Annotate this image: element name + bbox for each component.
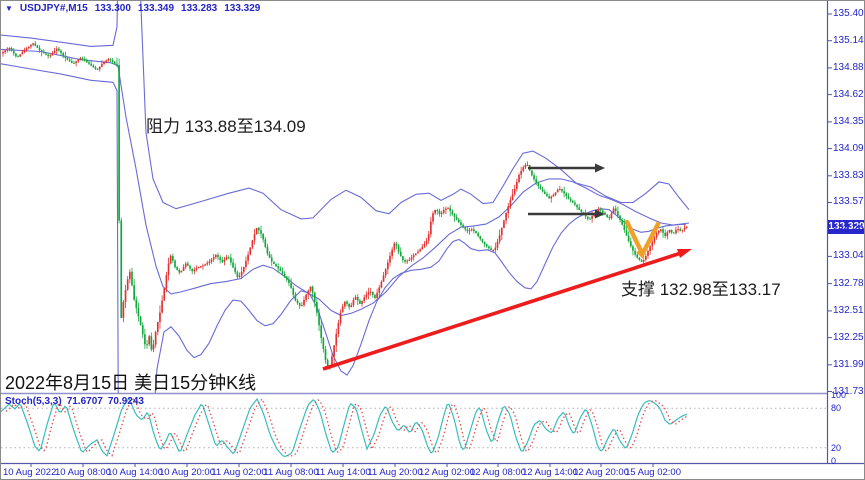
time-tick-label: 12 Aug 20:00: [573, 467, 629, 478]
price-tick-label: 134.355: [833, 116, 864, 127]
check-mark-left-stroke[interactable]: [624, 219, 644, 254]
ohlc-close-value: 133.329: [224, 3, 261, 14]
price-tick-label: 133.305: [833, 224, 864, 235]
time-tick-label: 10 Aug 2022: [3, 467, 57, 478]
trendline-arrowhead-icon: [677, 249, 692, 258]
check-mark-arrowhead-icon: [636, 248, 645, 260]
collapse-chevron-icon[interactable]: ▼: [5, 4, 13, 13]
date-annotation: 2022年8月15日 美日15分钟K线: [5, 373, 257, 393]
price-tick-label: 133.830: [833, 170, 864, 181]
support-trendline[interactable]: [322, 251, 682, 371]
time-tick-label: 12 Aug 08:00: [470, 467, 526, 478]
time-tick-label: 10 Aug 08:00: [55, 467, 111, 478]
time-tick-label: 12 Aug 02:00: [419, 467, 475, 478]
time-tick-label: 11 Aug 20:00: [367, 467, 423, 478]
time-tick-label: 10 Aug 14:00: [107, 467, 163, 478]
price-tick-label: 132.780: [833, 278, 864, 289]
main-pane[interactable]: [1, 1, 692, 467]
resistance-annotation: 阻力 133.88至134.09: [146, 117, 306, 136]
price-tick-label: 132.515: [833, 305, 864, 316]
price-tick-label: 132.255: [833, 332, 864, 343]
stoch-scale-label: 80: [831, 403, 842, 413]
current-price-badge: 133.329: [828, 220, 865, 234]
price-tick-label: 135.145: [833, 35, 864, 46]
time-tick-label: 11 Aug 02:00: [211, 467, 267, 478]
stoch-scale-label: 20: [831, 443, 842, 453]
stoch-scale-label: 100: [831, 390, 847, 400]
candles: [2, 41, 688, 370]
stoch-scale-label: 0: [831, 456, 837, 466]
stoch-k-line: [1, 397, 688, 458]
bollinger-upper-band: [1, 1, 690, 220]
time-tick-label: 11 Aug 14:00: [315, 467, 371, 478]
arrowhead-icon: [595, 209, 605, 219]
price-tick-label: 135.405: [833, 8, 864, 19]
ohlc-high-value: 133.349: [137, 3, 175, 14]
time-tick-label: 15 Aug 02:00: [625, 467, 681, 478]
symbol-timeframe-label: USDJPY#,M15: [19, 3, 88, 14]
stoch-d-line: [5, 396, 689, 458]
stochastic-indicator-label: Stoch(5,3,3) 71.6707 70.9243: [5, 396, 144, 407]
price-tick-label: 131.730: [833, 386, 864, 397]
price-tick-label: 133.045: [833, 250, 864, 261]
price-tick-label: 134.095: [833, 143, 864, 154]
stoch-d-value: 70.9243: [107, 396, 144, 407]
ohlc-low-value: 133.283: [181, 3, 218, 14]
support-annotation: 支撑 132.98至133.17: [621, 280, 781, 299]
ohlc-open-value: 133.300: [94, 3, 131, 14]
price-tick-label: 133.570: [833, 196, 864, 207]
stoch-k-value: 71.6707: [66, 396, 103, 407]
bollinger-middle-band: [1, 48, 687, 317]
arrowhead-icon: [595, 163, 605, 173]
time-tick-label: 10 Aug 20:00: [159, 467, 215, 478]
time-tick-label: 11 Aug 08:00: [263, 467, 319, 478]
chart-header: ▼ USDJPY#,M15 133.300 133.349 133.283 13…: [5, 3, 260, 14]
stochastic-pane[interactable]: [1, 396, 827, 458]
check-mark-right-stroke[interactable]: [640, 221, 661, 256]
time-tick-label: 12 Aug 14:00: [522, 467, 578, 478]
stoch-name: Stoch(5,3,3): [5, 396, 62, 407]
price-tick-label: 134.880: [833, 62, 864, 73]
price-tick-label: 134.620: [833, 89, 864, 100]
price-tick-label: 131.990: [833, 359, 864, 370]
